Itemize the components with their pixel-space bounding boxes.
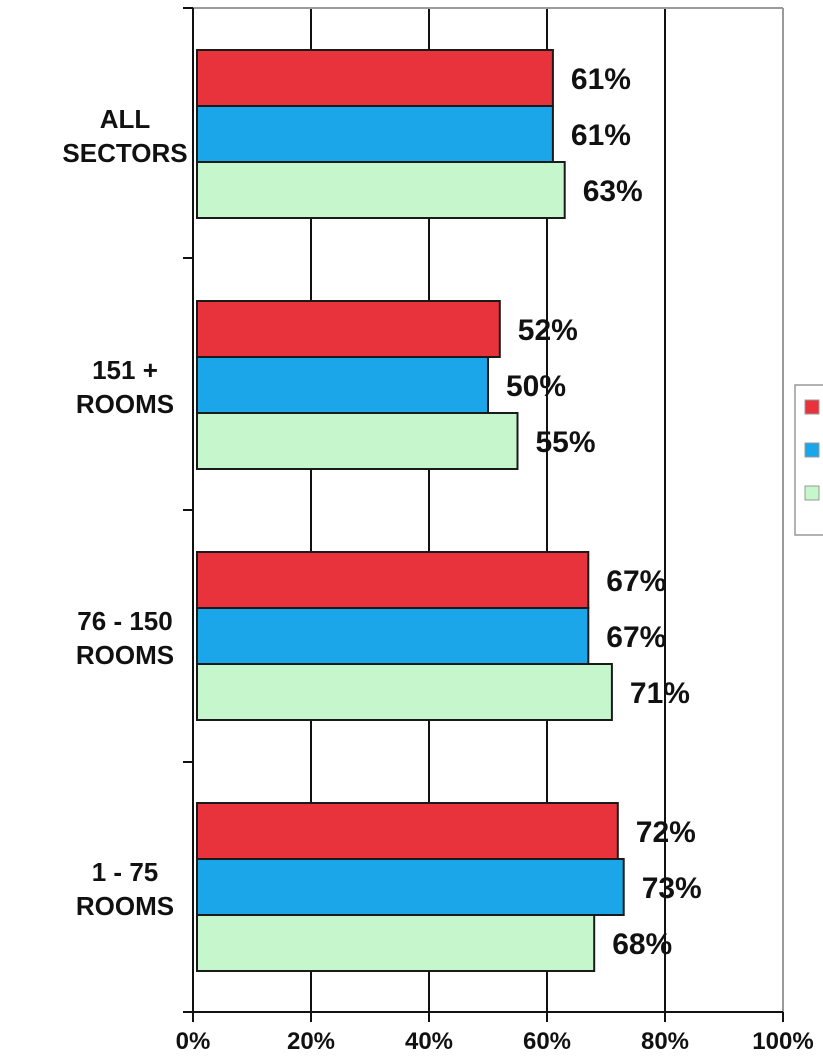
labels: 61% 52% 67% 72% 61% 50% 67% 73% 63% 55% 71% 68% 0% 20… xyxy=(62,63,813,1055)
data-label: 61% xyxy=(571,119,631,152)
x-tick-label: 20% xyxy=(287,1028,335,1055)
legend xyxy=(794,384,823,536)
bar xyxy=(196,607,590,665)
x-tick-label: 0% xyxy=(176,1028,211,1055)
legend-swatch xyxy=(804,485,820,501)
category-label: ALL SECTORS xyxy=(62,104,187,168)
bars xyxy=(196,49,625,972)
bar xyxy=(196,663,613,721)
bar xyxy=(196,356,489,414)
x-tick-label: 80% xyxy=(641,1028,689,1055)
axes xyxy=(183,7,784,1022)
bar xyxy=(196,49,554,107)
category-label-line: ROOMS xyxy=(76,640,174,670)
data-label: 67% xyxy=(606,621,666,654)
legend-swatch xyxy=(804,399,820,415)
x-tick-label: 60% xyxy=(523,1028,571,1055)
data-label: 72% xyxy=(636,816,696,849)
category-label-line: 1 - 75 xyxy=(92,857,159,887)
legend-swatch xyxy=(804,442,820,458)
data-label: 61% xyxy=(571,63,631,96)
category-label: 1 - 75 ROOMS xyxy=(76,857,174,921)
category-label-line: 76 - 150 xyxy=(77,606,172,636)
category-label-line: SECTORS xyxy=(62,138,187,168)
x-tick-label: 100% xyxy=(752,1028,813,1055)
data-label: 50% xyxy=(506,370,566,403)
bar xyxy=(196,105,554,163)
bar xyxy=(196,161,566,219)
data-label: 71% xyxy=(630,677,690,710)
data-label: 67% xyxy=(606,565,666,598)
bar xyxy=(196,914,596,972)
bar xyxy=(196,858,625,916)
category-label: 76 - 150 ROOMS xyxy=(76,606,174,670)
data-label: 55% xyxy=(536,426,596,459)
bar xyxy=(196,802,619,860)
bar xyxy=(196,300,501,358)
category-label: 151 + ROOMS xyxy=(76,355,174,419)
category-label-line: ALL xyxy=(100,104,151,134)
data-label: 63% xyxy=(583,175,643,208)
category-label-line: ROOMS xyxy=(76,389,174,419)
x-tick-label: 40% xyxy=(405,1028,453,1055)
data-label: 73% xyxy=(642,872,702,905)
category-label-line: ROOMS xyxy=(76,891,174,921)
bar xyxy=(196,412,519,470)
bar xyxy=(196,551,590,609)
data-label: 52% xyxy=(518,314,578,347)
category-label-line: 151 + xyxy=(92,355,158,385)
data-label: 68% xyxy=(612,928,672,961)
